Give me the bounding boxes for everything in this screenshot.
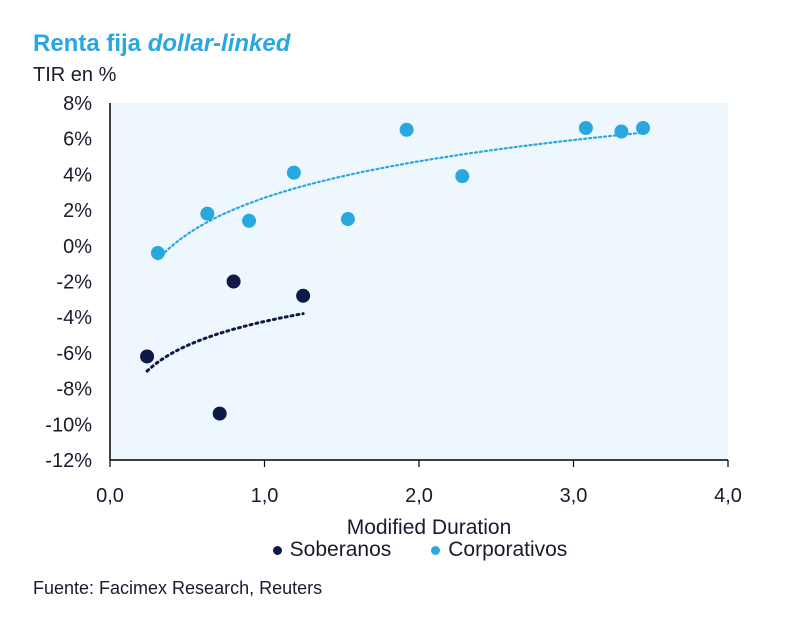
y-tick-label: -8% [56,379,92,401]
y-tick-label: 6% [63,129,92,151]
x-tick-label: 3,0 [560,485,588,507]
y-tick-label: -2% [56,272,92,294]
x-tick-label: 1,0 [251,485,279,507]
legend-marker-corporativos [431,545,441,555]
trendline-corporativos [156,131,645,261]
data-point-corporativos [200,206,215,221]
trendline-soberanos [145,312,305,373]
data-point-corporativos [455,169,470,184]
tick-labels: 8% 6% 4% 2% 0% -2% -4% -6% -8% -10% -12%0,0 1,0 2,0 3… [45,93,742,507]
y-tick-label: 2% [63,200,92,222]
data-point-corporativos [399,122,414,137]
plot-area [110,103,728,460]
legend-label-soberanos: Soberanos [289,538,392,561]
data-point-soberanos [212,406,227,421]
y-tick-label: 8% [63,93,92,115]
y-tick-label: 0% [63,236,92,258]
data-point-corporativos [242,213,257,228]
legend-marker-soberanos [272,545,282,555]
y-tick-label: -4% [56,307,92,329]
y-tick-label: 4% [63,164,92,186]
data-point-soberanos [296,288,311,303]
data-point-corporativos [286,165,301,180]
data-point-corporativos [614,124,629,139]
x-tick-label: 2,0 [405,485,433,507]
source-note: Fuente: Facimex Research, Reuters [33,578,323,598]
data-point-soberanos [140,349,155,364]
trendlines [145,131,645,373]
legend: Soberanos Corporativos [0,538,800,562]
data-point-soberanos [226,274,241,289]
chart-title-italic: dollar-linked [147,30,291,57]
data-point-corporativos [578,120,593,135]
x-tick-label: 0,0 [96,485,124,507]
chart-title: Renta fija dollar-linked [33,30,290,58]
data-points [140,120,651,421]
axes [109,103,729,467]
y-tick-label: -12% [45,450,92,472]
scatter-chart: 8% 6% 4% 2% 0% -2% -4% -6% -8% -10% -12%0,0 1,0 2,0 3… [45,93,742,539]
data-point-corporativos [150,245,165,260]
data-point-corporativos [340,212,355,227]
x-tick-label: 4,0 [714,485,742,507]
legend-item-corporativos: Corporativos [431,538,567,562]
y-axis-unit-label: TIR en % [33,64,117,86]
legend-item-soberanos: Soberanos [272,538,392,562]
legend-label-corporativos: Corporativos [448,538,568,561]
chart-title-main: Renta fija [33,30,148,57]
y-tick-label: -6% [56,343,92,365]
y-tick-label: -10% [45,414,92,436]
x-axis-title: Modified Duration [347,516,512,539]
data-point-corporativos [636,120,651,135]
